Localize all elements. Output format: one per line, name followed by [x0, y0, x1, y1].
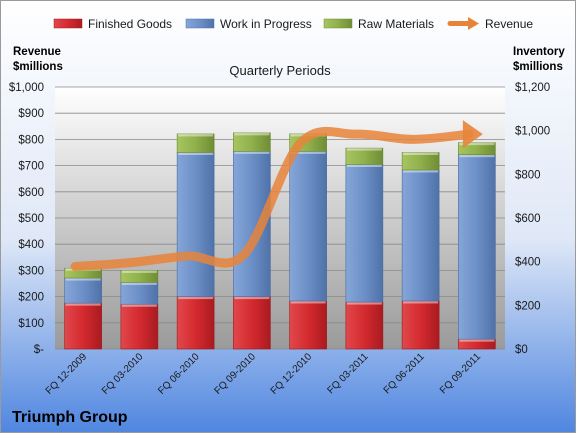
legend-label-revenue: Revenue: [485, 17, 533, 31]
left-tick-label: $600: [18, 187, 44, 199]
left-tick-label: $700: [18, 161, 44, 173]
bar-highlight: [290, 300, 326, 304]
right-tick-label: $0: [515, 344, 528, 356]
bar-highlight: [346, 148, 382, 151]
bar-highlight: [121, 282, 157, 285]
bar-highlight: [234, 132, 270, 136]
revenue-line-arrowhead: [462, 120, 483, 149]
bar-finished-goods: [345, 301, 384, 350]
legend-swatch-work-in-progress: [185, 18, 215, 29]
bar-work-in-progress: [64, 277, 102, 304]
right-tick-label: $200: [515, 300, 541, 312]
bar-finished-goods: [233, 296, 271, 350]
bar-highlight: [459, 154, 495, 158]
bar-raw-materials: [401, 152, 440, 171]
bar-finished-goods: [401, 300, 440, 350]
bar-work-in-progress: [176, 152, 215, 297]
bar-highlight: [403, 169, 439, 173]
left-axis-ticks: $- $100 $200 $300 $400 $500 $600 $700 $800 $900 $1…: [9, 82, 44, 356]
bar-work-in-progress: [120, 282, 159, 305]
revenue-line: [70, 126, 474, 271]
left-tick-label: $900: [18, 108, 44, 120]
bar-highlight: [290, 151, 326, 154]
bar-raw-materials: [458, 142, 496, 155]
bar-highlight: [403, 300, 439, 304]
bar-work-in-progress: [401, 169, 440, 302]
right-tick-label: $400: [515, 257, 541, 269]
bar-finished-goods: [64, 302, 102, 350]
legend: Finished Goods Work in Progress Raw Mate…: [53, 17, 533, 31]
right-tick-label: $800: [515, 169, 541, 181]
left-tick-label: $100: [18, 318, 44, 330]
bar-highlight: [178, 296, 214, 300]
legend-swatch-raw-materials: [323, 18, 353, 29]
bar-highlight: [346, 302, 382, 305]
revenue-line-layer: [70, 120, 483, 271]
bar-highlight: [234, 296, 270, 300]
bar-finished-goods: [289, 300, 327, 350]
right-tick-label: $1,000: [515, 126, 550, 138]
left-tick-label: $800: [18, 134, 44, 146]
bar-raw-materials: [176, 133, 215, 153]
left-tick-label: $400: [18, 239, 44, 251]
bar-finished-goods: [176, 296, 215, 350]
left-tick-label: $200: [18, 292, 44, 304]
bar-highlight: [178, 133, 214, 137]
bar-work-in-progress: [458, 154, 496, 340]
bar-highlight: [234, 151, 270, 154]
legend-label-work-in-progress: Work in Progress: [220, 17, 312, 31]
bar-raw-materials: [233, 132, 271, 152]
legend-swatch-finished-goods: [53, 18, 83, 29]
legend-label-finished-goods: Finished Goods: [88, 17, 172, 31]
legend-label-raw-materials: Raw Materials: [358, 17, 434, 31]
bar-highlight: [65, 303, 101, 306]
bar-highlight: [403, 152, 439, 155]
bar-highlight: [459, 339, 495, 342]
left-tick-label: $300: [18, 265, 44, 277]
bar-highlight: [178, 152, 214, 155]
bar-work-in-progress: [345, 164, 384, 303]
bars: [64, 132, 496, 350]
bar-highlight: [65, 278, 101, 281]
legend-arrowhead-revenue: [468, 17, 479, 30]
right-tick-label: $1,200: [515, 82, 550, 94]
left-tick-label: $1,000: [9, 82, 44, 94]
bar-raw-materials: [345, 147, 384, 165]
left-tick-label: $-: [34, 344, 44, 356]
right-axis-ticks: $0 $200 $400 $600 $800 $1,000 $1,200: [515, 82, 550, 356]
bar-highlight: [121, 304, 157, 307]
left-tick-label: $500: [18, 213, 44, 225]
right-tick-label: $600: [515, 213, 541, 225]
left-axis-title: Revenue $millions: [13, 46, 64, 73]
bar-raw-materials: [120, 270, 159, 283]
bar-work-in-progress: [289, 151, 327, 302]
bar-highlight: [459, 142, 495, 146]
company-name: Triumph Group: [12, 409, 128, 426]
bar-highlight: [346, 164, 382, 168]
bar-highlight: [121, 270, 157, 273]
plot-title: Quarterly Periods: [229, 63, 331, 78]
bar-finished-goods: [120, 303, 159, 350]
right-axis-title: Inventory $millions: [513, 46, 568, 73]
